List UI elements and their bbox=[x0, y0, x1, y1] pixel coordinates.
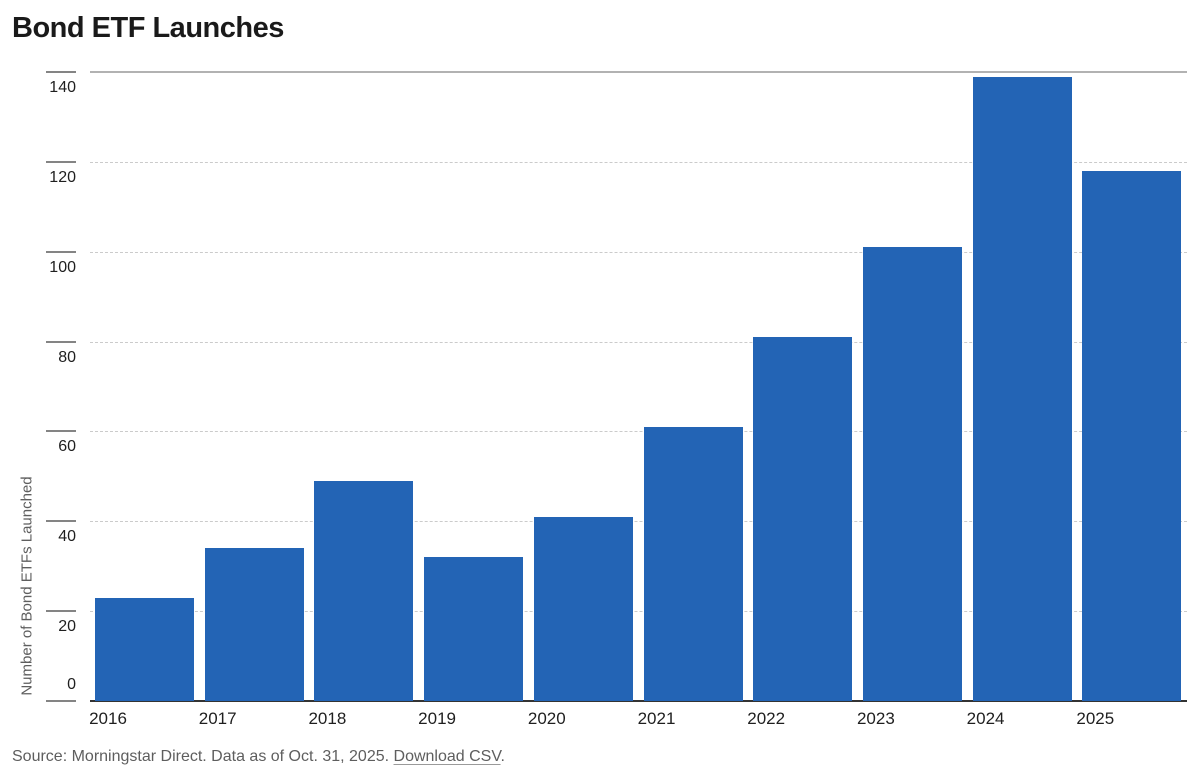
gridline-y120 bbox=[90, 161, 1187, 163]
y-tick-label-0: 0 bbox=[67, 676, 76, 693]
gridline-y20 bbox=[90, 611, 1187, 613]
y-tick-label-60: 60 bbox=[58, 438, 76, 456]
bar-2023[interactable] bbox=[862, 247, 962, 701]
gridline-y60 bbox=[90, 431, 1187, 433]
x-axis-line bbox=[90, 700, 1187, 702]
y-axis-title: Number of Bond ETFs Launched bbox=[18, 476, 36, 696]
y-tick-label-40: 40 bbox=[58, 528, 76, 546]
y-tick-mark-120 bbox=[46, 160, 76, 163]
y-tick-label-80: 80 bbox=[58, 348, 76, 366]
bar-2021[interactable] bbox=[643, 426, 743, 701]
source-text: Source: Morningstar Direct. Data as of O… bbox=[12, 748, 390, 765]
bar-2018[interactable] bbox=[314, 480, 414, 701]
source-note: Source: Morningstar Direct. Data as of O… bbox=[12, 748, 505, 766]
y-tick-mark-80 bbox=[46, 340, 76, 343]
bar-2017[interactable] bbox=[204, 548, 304, 701]
y-tick-mark-100 bbox=[46, 250, 76, 253]
gridline-y140 bbox=[90, 71, 1187, 73]
x-tick-label-2017: 2017 bbox=[198, 709, 237, 728]
bar-2020[interactable] bbox=[533, 516, 633, 701]
bar-2025[interactable] bbox=[1082, 170, 1182, 701]
x-tick-label-2022: 2022 bbox=[747, 709, 786, 728]
x-tick-label-2019: 2019 bbox=[418, 709, 456, 728]
chart-title: Bond ETF Launches bbox=[12, 12, 284, 44]
download-csv-link[interactable]: Download CSV bbox=[393, 748, 501, 765]
x-tick-label-2018: 2018 bbox=[308, 709, 347, 728]
gridline-y100 bbox=[90, 251, 1187, 253]
y-tick-label-120: 120 bbox=[49, 168, 76, 186]
source-text-suffix: . bbox=[500, 748, 505, 765]
plot-area bbox=[90, 71, 1187, 702]
gridline-y40 bbox=[90, 521, 1187, 523]
bar-2022[interactable] bbox=[753, 337, 853, 701]
x-tick-label-2021: 2021 bbox=[637, 709, 676, 728]
y-tick-label-140: 140 bbox=[49, 79, 76, 96]
x-tick-label-2020: 2020 bbox=[527, 709, 566, 728]
y-tick-label-100: 100 bbox=[49, 258, 76, 276]
y-tick-mark-40 bbox=[46, 520, 76, 523]
y-tick-mark-0 bbox=[46, 700, 76, 702]
bar-2019[interactable] bbox=[424, 557, 524, 701]
bar-2024[interactable] bbox=[972, 76, 1072, 701]
x-tick-label-2016: 2016 bbox=[89, 709, 127, 728]
y-tick-mark-20 bbox=[46, 610, 76, 613]
y-tick-mark-60 bbox=[46, 430, 76, 433]
bar-2016[interactable] bbox=[95, 597, 194, 701]
y-tick-label-20: 20 bbox=[58, 618, 76, 636]
y-tick-mark-140 bbox=[46, 71, 76, 73]
x-tick-label-2023: 2023 bbox=[856, 709, 895, 728]
x-tick-label-2025: 2025 bbox=[1076, 709, 1115, 728]
x-tick-label-2024: 2024 bbox=[966, 709, 1005, 728]
gridline-y80 bbox=[90, 341, 1187, 343]
